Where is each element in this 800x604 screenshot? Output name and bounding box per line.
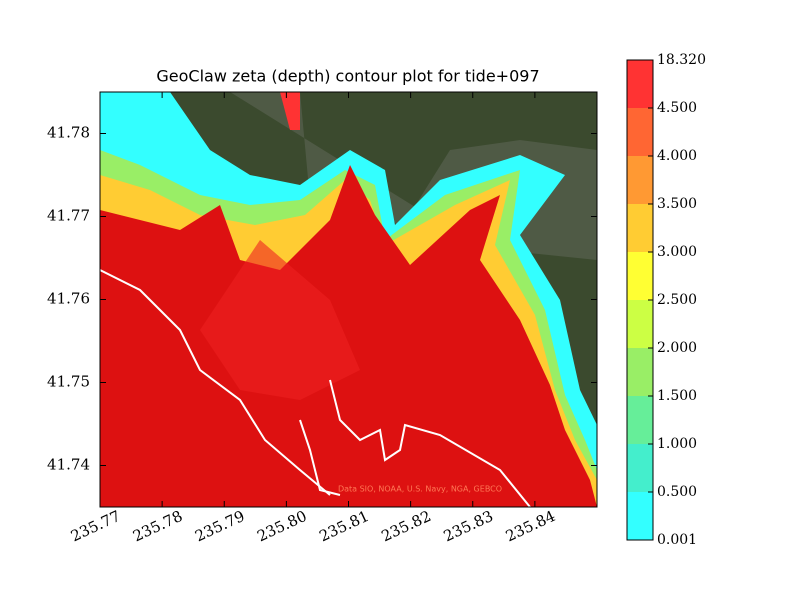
colorbar-label: 1.000 bbox=[657, 436, 697, 452]
jetty bbox=[299, 419, 341, 496]
x-tick-label: 235.78 bbox=[130, 507, 185, 546]
colorbar-band bbox=[627, 300, 653, 348]
colorbar-label: 1.500 bbox=[657, 388, 697, 404]
x-tick-label: 235.84 bbox=[503, 507, 558, 546]
coastline bbox=[100, 269, 331, 496]
contour-band bbox=[200, 240, 360, 400]
colorbar-label: 2.000 bbox=[657, 340, 697, 356]
x-tick-label: 235.82 bbox=[379, 507, 434, 546]
y-tick-label: 41.78 bbox=[47, 124, 90, 142]
colorbar-label: 18.320 bbox=[657, 52, 706, 68]
colorbar-label: 4.000 bbox=[657, 148, 697, 164]
colorbar-band bbox=[627, 396, 653, 444]
chart-title: GeoClaw zeta (depth) contour plot for ti… bbox=[156, 67, 539, 86]
colorbar-band bbox=[627, 60, 653, 108]
colorbar-band bbox=[627, 348, 653, 396]
colorbar-band bbox=[627, 108, 653, 156]
map-layer: Data SIO, NOAA, U.S. Navy, NGA, GEBCO bbox=[100, 92, 597, 507]
colorbar-label: 3.000 bbox=[657, 244, 697, 260]
colorbar-band bbox=[627, 204, 653, 252]
colorbar-band bbox=[627, 156, 653, 204]
colorbar-label: 3.500 bbox=[657, 196, 697, 212]
x-tick-label: 235.81 bbox=[316, 507, 371, 546]
y-tick-label: 41.77 bbox=[47, 207, 90, 225]
contour-band bbox=[280, 92, 300, 130]
y-tick-label: 41.74 bbox=[47, 456, 90, 474]
x-tick-label: 235.80 bbox=[254, 507, 309, 546]
colorbar-label: 2.500 bbox=[657, 292, 697, 308]
x-tick-label: 235.79 bbox=[192, 507, 247, 546]
attribution: Data SIO, NOAA, U.S. Navy, NGA, GEBCO bbox=[338, 485, 502, 494]
colorbar-band bbox=[627, 252, 653, 300]
colorbar-label: 0.500 bbox=[657, 484, 697, 500]
x-tick-label: 235.77 bbox=[68, 507, 123, 546]
y-tick-label: 41.76 bbox=[47, 290, 90, 308]
colorbar-label: 4.500 bbox=[657, 100, 697, 116]
contour-band bbox=[100, 165, 597, 507]
colorbar-band bbox=[627, 492, 653, 540]
y-tick-label: 41.75 bbox=[47, 373, 90, 391]
colorbar-label: 0.001 bbox=[657, 532, 697, 548]
x-tick-label: 235.83 bbox=[441, 507, 496, 546]
coastline bbox=[329, 379, 531, 507]
colorbar-band bbox=[627, 444, 653, 492]
